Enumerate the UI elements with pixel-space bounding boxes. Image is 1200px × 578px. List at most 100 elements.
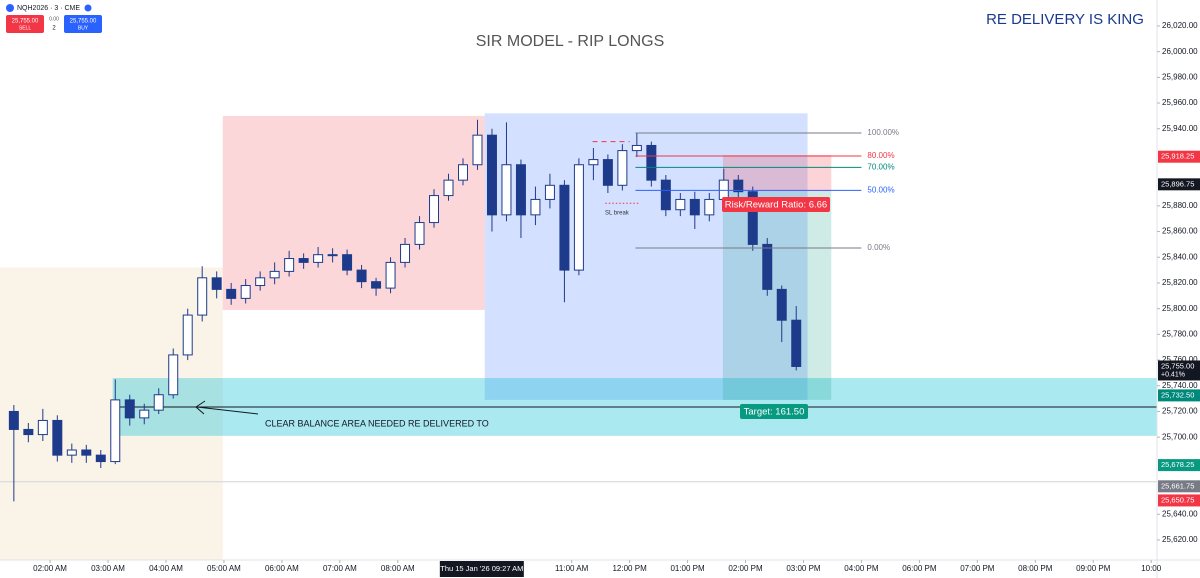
candle-body [472,134,483,166]
candle-body [718,179,729,200]
candle-body [371,281,382,289]
y-tick-label: 26,020.00 [1162,21,1198,30]
candle-body [400,243,411,263]
candle-body [559,184,570,271]
balance-label: CLEAR BALANCE AREA NEEDED RE DELIVERED T… [265,418,489,428]
y-tick-label: 25,960.00 [1162,98,1198,107]
toolbar: NQH2026 · 3 · CME 25,755.00 SELL 0.00 2 … [6,4,102,33]
candle-body [675,198,686,211]
x-tick-label: 02:00 PM [728,564,763,573]
x-tick-label: 06:00 AM [265,564,299,573]
price-badge [1158,459,1200,472]
buy-button[interactable] [64,15,102,33]
crosshair-x-box [439,561,524,577]
candle-body [139,409,150,419]
rr-box [722,197,830,212]
symbol: NQH2026 · 3 · CME [17,5,80,12]
candle-body [646,144,657,181]
sell-button[interactable] [6,15,44,33]
candle-body [515,164,526,216]
candle-body [573,164,584,271]
candle-body [182,314,193,356]
y-tick-label: 25,640.00 [1162,509,1198,518]
price-badge-change: +0.41% [1161,371,1185,378]
y-tick-label: 25,700.00 [1162,432,1198,441]
candle-body [530,198,541,216]
arrow-head [195,400,206,415]
arrow [195,400,259,415]
fib-levels: 100.00% 80.00% 70.00% 50.00% 0.00% [635,128,899,252]
candle-body [617,150,628,186]
x-tick-label: 10:00 [1141,564,1162,573]
zone [222,115,485,310]
y-tick-label: 25,860.00 [1162,227,1198,236]
price-badge-label: 25,918.25 [1161,152,1194,161]
candle-body [791,319,802,367]
candle-body [733,179,744,193]
x-tick-label: 07:00 AM [323,564,357,573]
y-tick-label: 25,780.00 [1162,329,1198,338]
price-badge [1158,360,1200,381]
candle-body [762,243,773,290]
candle-body [52,419,63,456]
crosshair-x-label: Thu 15 Jan '26 09:27 AM [440,564,523,573]
fib-label: 0.00% [867,243,890,252]
y-tick-label: 25,980.00 [1162,72,1198,81]
price-badge [1158,389,1200,402]
candle-body [168,354,179,396]
candle-body [588,159,599,166]
candle-body [37,419,48,436]
zone [484,113,808,400]
fib-label: 70.00% [867,163,894,172]
x-tick-label: 05:00 AM [207,564,241,573]
price-badge [1158,178,1200,191]
fib-label: 80.00% [867,151,894,160]
y-tick-label: 25,760.00 [1162,355,1198,364]
y-tick-label: 25,820.00 [1162,278,1198,287]
y-tick-label: 25,620.00 [1162,535,1198,544]
candle-body [255,277,266,287]
price-badge-label: 25,661.75 [1161,481,1194,490]
y-tick-label: 25,800.00 [1162,304,1198,313]
y-tick-label: 25,840.00 [1162,252,1198,261]
rr-label: Risk/Reward Ratio: 6.66 [725,200,827,211]
x-tick-label: 08:00 PM [1018,564,1053,573]
candle-body [544,184,555,200]
candle-body [81,449,92,456]
candle-body [284,258,295,272]
candle-body [342,254,353,271]
sell-price: 25,755.00 [12,19,39,25]
candle-body [66,449,77,456]
x-tick-label: 02:00 AM [33,564,67,573]
x-tick-label: 08:00 AM [381,564,415,573]
candle-body [110,399,121,463]
candle-body [660,179,671,211]
y-tick-label: 25,720.00 [1162,407,1198,416]
sl-label: SL break [605,211,630,217]
candle-body [385,261,396,289]
spread: 0.00 [49,16,59,22]
sell-label: SELL [19,25,31,31]
candle-body [95,454,106,463]
candle-body [747,191,758,245]
candle-body [240,285,251,299]
candle-body [269,270,280,279]
candle-body [602,159,613,186]
subtitle: RE DELIVERY IS KING [986,11,1144,28]
price-badge-label: 25,650.75 [1161,495,1194,504]
candle-body [23,428,34,436]
price-badge-label: 25,732.50 [1161,390,1194,399]
candle-body [153,394,164,411]
x-tick-label: 07:00 PM [960,564,995,573]
price-badge [1158,494,1200,507]
candles [8,119,802,502]
status-dot [84,4,92,12]
fib-label: 50.00% [867,186,894,195]
x-tick-label: 01:00 PM [670,564,705,573]
x-tick-label: 06:00 PM [902,564,937,573]
candle-body [458,164,468,181]
arrow-line [196,406,259,415]
symbol-icon [6,4,14,12]
axes: 26,020.00 26,000.00 25,980.00 25,960.00 25,9… [33,21,1200,577]
